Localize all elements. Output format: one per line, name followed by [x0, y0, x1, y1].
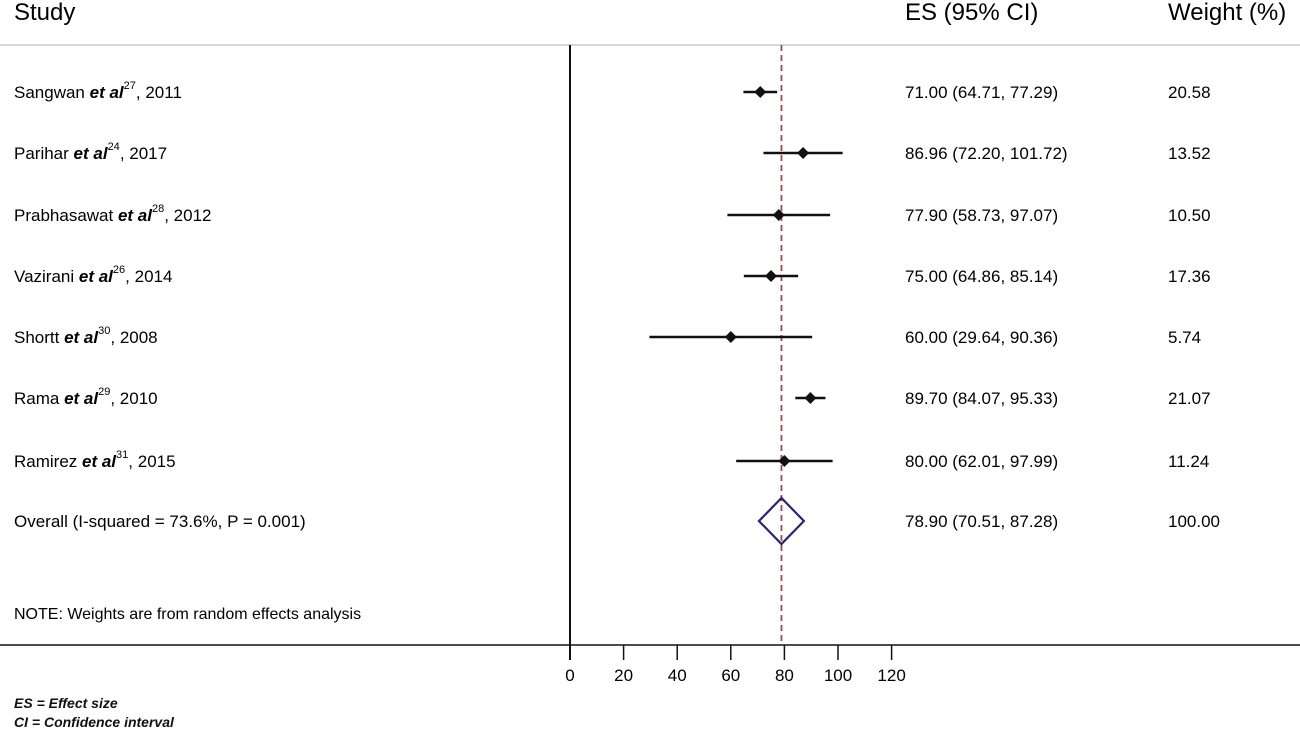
footnote-es: ES = Effect size — [14, 695, 118, 711]
study-row: Vazirani et al26, 2014 75.00 (64.86, 85.1… — [14, 264, 1211, 286]
ci-text: 86.96 (72.20, 101.72) — [905, 144, 1068, 163]
weight-text: 11.24 — [1168, 452, 1209, 471]
ci-text: 75.00 (64.86, 85.14) — [905, 267, 1058, 286]
ci-text: 60.00 (29.64, 90.36) — [905, 328, 1058, 347]
x-tick-label: 60 — [721, 666, 740, 685]
ci-text: 71.00 (64.71, 77.29) — [905, 83, 1058, 102]
study-ref: 24 — [108, 141, 120, 153]
note-text: NOTE: Weights are from random effects an… — [14, 606, 361, 623]
point-estimate — [765, 270, 777, 282]
point-estimate — [772, 209, 785, 221]
point-estimate — [724, 331, 737, 343]
study-row: Ramirez et al31, 2015 80.00 (62.01, 97.99… — [14, 449, 1209, 471]
overall-row: Overall (I-squared = 73.6%, P = 0.001) 78… — [14, 496, 1220, 546]
study-ref: 26 — [113, 264, 125, 276]
study-etal: et al — [118, 206, 153, 225]
ci-text: 89.70 (84.07, 95.33) — [905, 389, 1058, 408]
weight-text: 20.58 — [1168, 83, 1211, 102]
x-tick-label: 120 — [877, 666, 905, 685]
study-ref: 27 — [124, 80, 136, 92]
study-row: Sangwan et al27, 2011 71.00 (64.71, 77.29… — [14, 80, 1211, 102]
study-year: , 2011 — [136, 83, 182, 102]
study-row: Parihar et al24, 2017 86.96 (72.20, 101.7… — [14, 141, 1211, 163]
study-label: Parihar et al24, 2017 — [14, 141, 167, 163]
x-tick-label: 20 — [614, 666, 633, 685]
weight-text: 13.52 — [1168, 144, 1211, 163]
study-author: Sangwan — [14, 83, 90, 102]
footnote-ci: CI = Confidence interval — [14, 714, 174, 730]
ci-text: 77.90 (58.73, 97.07) — [905, 206, 1058, 225]
study-row: Prabhasawat et al28, 2012 77.90 (58.73, 9… — [14, 203, 1211, 225]
study-ref: 28 — [152, 203, 164, 215]
study-label: Ramirez et al31, 2015 — [14, 449, 176, 471]
study-author: Ramirez — [14, 452, 82, 471]
study-label: Shortt et al30, 2008 — [14, 325, 158, 347]
point-estimate — [797, 147, 810, 159]
study-etal: et al — [79, 267, 114, 286]
point-estimate — [778, 455, 791, 467]
study-etal: et al — [64, 389, 99, 408]
study-ref: 30 — [98, 325, 110, 337]
header-study: Study — [14, 0, 75, 26]
overall-ci-text: 78.90 (70.51, 87.28) — [905, 512, 1058, 531]
study-etal: et al — [64, 328, 99, 347]
weight-text: 21.07 — [1168, 389, 1211, 408]
study-etal: et al — [90, 83, 125, 102]
study-year: , 2008 — [110, 328, 157, 347]
header-es: ES (95% CI) — [905, 0, 1038, 26]
study-label: Vazirani et al26, 2014 — [14, 264, 172, 286]
study-etal: et al — [82, 452, 117, 471]
study-label: Sangwan et al27, 2011 — [14, 80, 182, 102]
ci-text: 80.00 (62.01, 97.99) — [905, 452, 1058, 471]
weight-text: 17.36 — [1168, 267, 1211, 286]
study-year: , 2014 — [125, 267, 172, 286]
x-tick-label: 0 — [565, 666, 574, 685]
overall-diamond — [757, 496, 806, 546]
study-rows: Sangwan et al27, 2011 71.00 (64.71, 77.29… — [14, 80, 1211, 471]
point-estimate — [754, 86, 767, 98]
study-author: Shortt — [14, 328, 64, 347]
x-tick-label: 80 — [775, 666, 794, 685]
study-ref: 29 — [98, 386, 110, 398]
study-row: Shortt et al30, 2008 60.00 (29.64, 90.36)… — [14, 325, 1201, 347]
forest-plot: Study ES (95% CI) Weight (%) Sangwan et … — [0, 0, 1300, 685]
point-estimate — [804, 392, 817, 404]
overall-label: Overall (I-squared = 73.6%, P = 0.001) — [14, 512, 306, 531]
study-author: Parihar — [14, 144, 74, 163]
x-tick-label: 100 — [824, 666, 852, 685]
study-year: , 2015 — [128, 452, 175, 471]
study-author: Prabhasawat — [14, 206, 118, 225]
x-axis: 0 20 40 60 80 100 120 — [565, 645, 906, 685]
weight-text: 10.50 — [1168, 206, 1211, 225]
x-tick-label: 40 — [668, 666, 687, 685]
overall-weight-text: 100.00 — [1168, 512, 1220, 531]
study-label: Rama et al29, 2010 — [14, 386, 158, 408]
study-year: , 2017 — [120, 144, 167, 163]
study-author: Vazirani — [14, 267, 79, 286]
study-year: , 2012 — [164, 206, 211, 225]
study-row: Rama et al29, 2010 89.70 (84.07, 95.33) 21… — [14, 386, 1211, 408]
header-weight: Weight (%) — [1168, 0, 1286, 26]
study-ref: 31 — [116, 449, 128, 461]
study-label: Prabhasawat et al28, 2012 — [14, 203, 212, 225]
study-etal: et al — [74, 144, 109, 163]
study-author: Rama — [14, 389, 64, 408]
study-year: , 2010 — [110, 389, 157, 408]
weight-text: 5.74 — [1168, 328, 1201, 347]
